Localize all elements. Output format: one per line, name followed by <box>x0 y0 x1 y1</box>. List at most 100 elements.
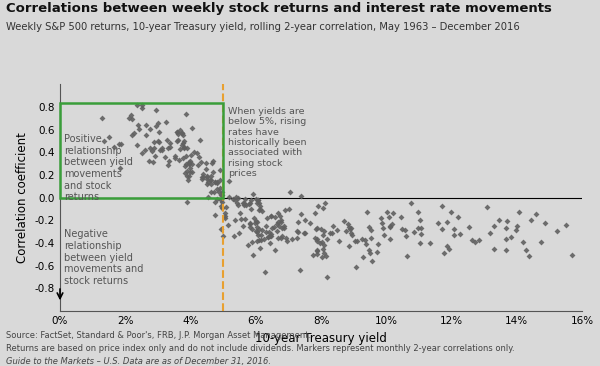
Point <box>147 148 157 154</box>
Point <box>379 232 388 238</box>
Point <box>182 145 192 151</box>
Text: Guide to the Markets – U.S. Data are as of December 31, 2016.: Guide to the Markets – U.S. Data are as … <box>6 357 271 366</box>
Point <box>364 247 374 253</box>
Point <box>526 217 536 223</box>
Point <box>312 247 322 253</box>
Point <box>253 197 263 203</box>
Point <box>562 222 571 228</box>
Point <box>506 234 516 240</box>
Point <box>263 215 272 221</box>
Text: Source: FactSet, Standard & Poor's, FRB, J.P. Morgan Asset Management.: Source: FactSet, Standard & Poor's, FRB,… <box>6 331 311 340</box>
Point <box>501 236 511 242</box>
Point <box>241 202 250 208</box>
Point <box>187 161 197 167</box>
Point <box>196 159 206 165</box>
Point <box>124 115 134 121</box>
Point <box>162 137 172 142</box>
Point <box>319 242 329 248</box>
Point <box>145 158 154 164</box>
Point <box>224 178 234 184</box>
Point <box>367 258 377 264</box>
Point <box>230 217 240 223</box>
Point <box>372 249 382 255</box>
Point <box>216 203 226 209</box>
Point <box>215 186 225 191</box>
Point <box>177 130 187 136</box>
Point <box>170 155 179 161</box>
Point <box>270 247 280 253</box>
Point <box>245 224 255 230</box>
Point <box>266 233 276 239</box>
Point <box>346 226 355 232</box>
Point <box>269 224 278 230</box>
Point <box>344 224 353 230</box>
Point <box>316 226 326 232</box>
Point <box>221 204 231 210</box>
Point <box>141 122 151 127</box>
Point <box>310 210 320 216</box>
Point <box>177 131 187 137</box>
Point <box>185 158 194 164</box>
Point <box>212 186 222 191</box>
Point <box>260 269 270 275</box>
Point <box>521 247 531 253</box>
Point <box>214 189 224 195</box>
Point <box>255 245 265 251</box>
Point <box>163 145 172 151</box>
Point <box>173 131 183 137</box>
Point <box>170 153 179 159</box>
Point <box>155 147 165 153</box>
Point <box>182 173 191 179</box>
Point <box>292 235 302 241</box>
Point <box>385 236 395 242</box>
Point <box>251 228 260 234</box>
Point <box>350 238 359 244</box>
Point <box>362 209 371 215</box>
Point <box>312 236 322 242</box>
Point <box>346 225 356 231</box>
Point <box>182 199 192 205</box>
Point <box>246 197 256 203</box>
Text: Positive
relationship
between yield
movements
and stock
returns: Positive relationship between yield move… <box>64 134 133 202</box>
Y-axis label: Correlation coefficient: Correlation coefficient <box>16 132 29 263</box>
Point <box>224 194 234 200</box>
Point <box>173 137 183 143</box>
Point <box>568 252 577 258</box>
Point <box>259 236 269 242</box>
Point <box>311 226 321 232</box>
Point <box>132 102 142 108</box>
Point <box>280 208 290 213</box>
Point <box>325 230 334 236</box>
Point <box>196 138 205 143</box>
Point <box>273 219 283 225</box>
Point <box>416 225 425 231</box>
Point <box>320 201 330 206</box>
Point <box>245 221 255 227</box>
Point <box>215 176 225 182</box>
Point <box>229 233 239 239</box>
Point <box>164 158 174 164</box>
Point <box>518 239 527 245</box>
Point <box>265 229 274 235</box>
Point <box>252 219 262 225</box>
Point <box>313 248 322 254</box>
Point <box>293 219 302 225</box>
Point <box>317 239 327 245</box>
Point <box>104 134 114 139</box>
Point <box>490 246 499 252</box>
Point <box>126 112 136 118</box>
Point <box>188 169 197 175</box>
Point <box>341 228 351 234</box>
Point <box>437 226 446 232</box>
Point <box>316 240 325 246</box>
Text: When yields are
below 5%, rising
rates have
historically been
associated with
ri: When yields are below 5%, rising rates h… <box>228 107 307 178</box>
Point <box>236 216 246 221</box>
Point <box>346 230 356 236</box>
Point <box>203 180 212 186</box>
Point <box>300 230 310 236</box>
Point <box>115 165 125 171</box>
Point <box>187 125 197 131</box>
Point <box>296 193 305 199</box>
Point <box>439 250 449 256</box>
Point <box>278 225 287 231</box>
